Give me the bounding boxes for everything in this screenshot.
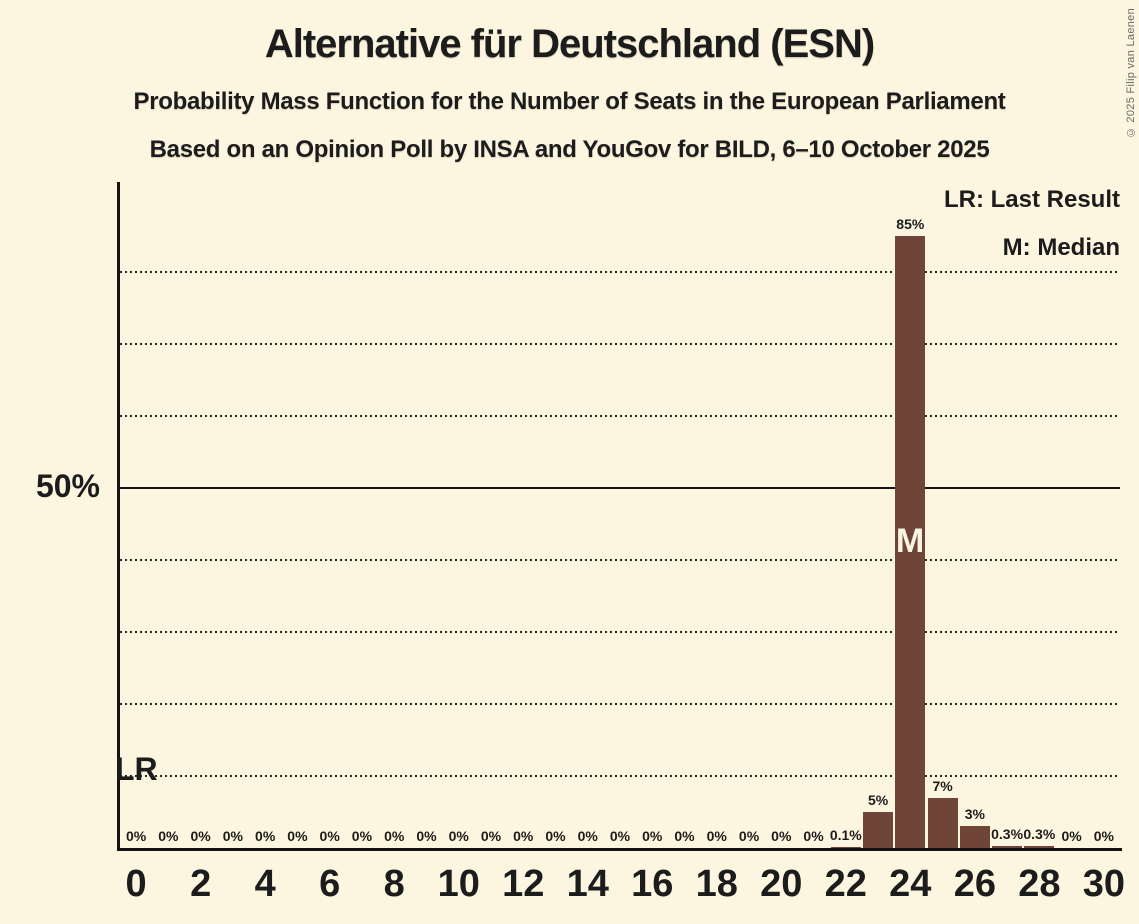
bar-value-label-seat-0: 0% xyxy=(126,828,147,844)
bar-value-label-seat-18: 0% xyxy=(706,828,727,844)
bar-value-label-seat-13: 0% xyxy=(545,828,566,844)
bar-value-label-seat-7: 0% xyxy=(351,828,373,844)
gridline-50pct xyxy=(120,487,1120,489)
last-result-marker: LR xyxy=(115,751,158,787)
bar-value-label-seat-8: 0% xyxy=(384,828,405,844)
gridline-70pct xyxy=(120,343,1120,345)
bar-value-label-seat-22: 0.1% xyxy=(829,827,862,844)
plot-area: M 0% 0% 0% 0% 0% 0% 0% 0% 0% 0% 0% 0% 0% 0% 0% 0% 0% 0% 0%… xyxy=(120,182,1120,848)
x-tick-label-18: 18 xyxy=(695,863,738,905)
gridline-30pct xyxy=(120,631,1120,633)
x-tick-label-2: 2 xyxy=(190,863,212,905)
gridline-40pct xyxy=(120,559,1120,561)
bar-seat-23 xyxy=(863,812,894,848)
y-axis-50pct-label: 50% xyxy=(35,468,100,504)
x-axis-line xyxy=(117,848,1122,851)
legend-median: M: Median xyxy=(1002,234,1120,261)
x-tick-label-16: 16 xyxy=(631,863,674,905)
x-tick-label-4: 4 xyxy=(254,863,276,905)
bar-value-label-seat-24: 85% xyxy=(896,216,925,232)
bar-value-label-seat-12: 0% xyxy=(513,828,534,844)
median-marker: M xyxy=(895,522,925,560)
bar-value-label-seat-17: 0% xyxy=(674,828,695,844)
bar-value-label-seat-27: 0.3% xyxy=(991,825,1024,842)
bar-value-label-seat-20: 0% xyxy=(771,828,792,844)
x-tick-label-8: 8 xyxy=(383,863,405,905)
bar-value-label-seat-10: 0% xyxy=(448,828,469,844)
x-tick-label-20: 20 xyxy=(760,863,803,905)
bar-value-label-seat-2: 0% xyxy=(190,828,211,844)
bar-value-label-seat-4: 0% xyxy=(255,828,276,844)
bar-seat-22 xyxy=(830,847,861,848)
bar-value-label-seat-19: 0% xyxy=(738,828,760,844)
bar-value-label-seat-5: 0% xyxy=(287,828,308,844)
x-tick-label-24: 24 xyxy=(889,863,932,905)
x-tick-label-14: 14 xyxy=(566,863,609,905)
gridline-10pct xyxy=(120,775,1120,777)
x-tick-label-6: 6 xyxy=(319,863,341,905)
chart-subtitle-poll: Based on an Opinion Poll by INSA and You… xyxy=(149,136,990,163)
bar-value-label-seat-9: 0% xyxy=(416,828,437,844)
gridline-20pct xyxy=(120,703,1120,705)
x-tick-label-10: 10 xyxy=(437,863,480,905)
bar-value-label-seat-6: 0% xyxy=(319,828,340,844)
bar-value-label-seat-1: 0% xyxy=(158,828,179,844)
legend-last-result: LR: Last Result xyxy=(943,186,1120,213)
bar-seat-28 xyxy=(1024,845,1055,848)
y-axis-line xyxy=(117,182,120,851)
x-tick-label-26: 26 xyxy=(953,863,996,905)
bar-seat-27 xyxy=(992,845,1023,848)
bar-value-label-seat-11: 0% xyxy=(480,828,502,844)
bar-value-label-seat-3: 0% xyxy=(222,828,243,844)
x-tick-label-28: 28 xyxy=(1018,863,1061,905)
gridline-80pct xyxy=(120,271,1120,273)
x-tick-label-12: 12 xyxy=(502,863,545,905)
bar-seat-26 xyxy=(959,826,990,848)
chart-subtitle-pmf: Probability Mass Function for the Number… xyxy=(133,88,1006,115)
bar-value-label-seat-14: 0% xyxy=(577,828,598,844)
bar-value-label-seat-23: 5% xyxy=(867,792,889,808)
gridline-60pct xyxy=(120,415,1120,417)
bar-value-label-seat-29: 0% xyxy=(1061,828,1082,844)
x-tick-label-30: 30 xyxy=(1082,863,1125,905)
bar-value-label-seat-16: 0% xyxy=(642,828,663,844)
bar-value-label-seat-26: 3% xyxy=(964,806,985,823)
bar-value-label-seat-15: 0% xyxy=(609,828,631,844)
bar-value-label-seat-28: 0.3% xyxy=(1023,825,1056,842)
bar-value-label-seat-30: 0% xyxy=(1093,828,1114,844)
bar-value-label-seat-25: 7% xyxy=(932,777,953,794)
chart-title: Alternative für Deutschland (ESN) xyxy=(264,22,875,66)
bar-seat-25 xyxy=(927,797,958,848)
x-tick-label-22: 22 xyxy=(824,863,867,905)
bar-seat-24 xyxy=(895,236,926,848)
bar-value-label-seat-21: 0% xyxy=(803,828,824,844)
x-tick-label-0: 0 xyxy=(125,863,147,905)
